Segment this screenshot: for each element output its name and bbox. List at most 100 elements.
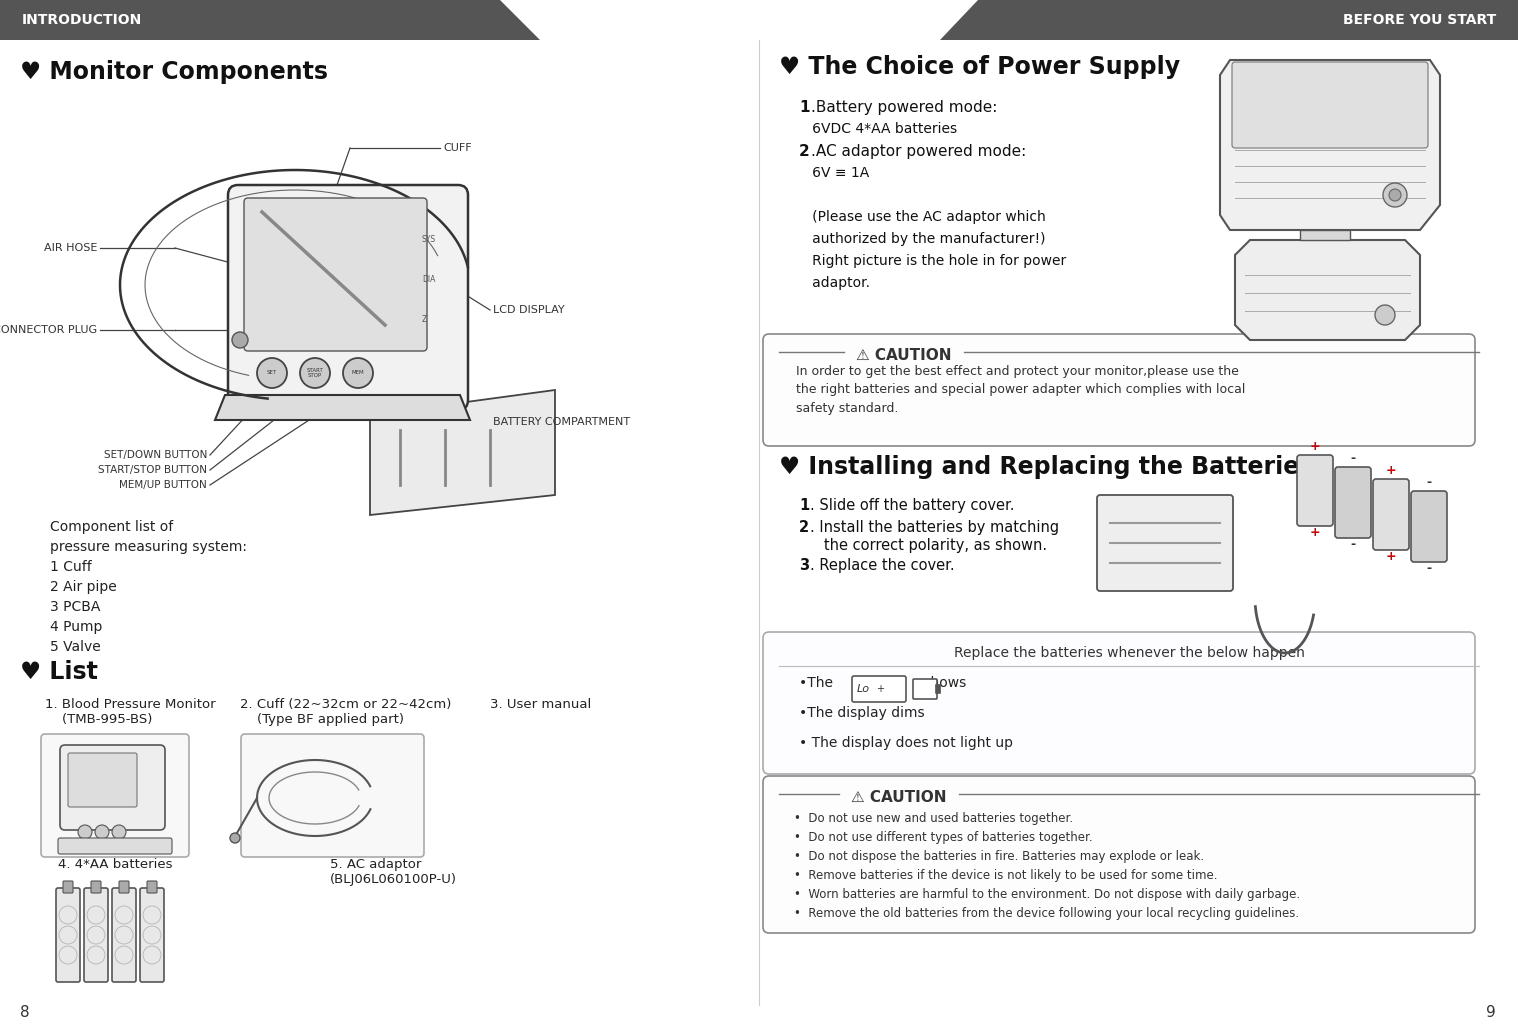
FancyBboxPatch shape [147,881,156,893]
Text: •The display dims: •The display dims [798,706,924,720]
Text: DIA: DIA [422,275,436,284]
Text: authorized by the manufacturer!): authorized by the manufacturer!) [798,232,1046,246]
Text: +: + [1386,464,1397,477]
Circle shape [1383,183,1407,207]
Text: MEM: MEM [352,371,364,376]
FancyBboxPatch shape [91,881,102,893]
Text: 2. Cuff (22~32cm or 22~42cm): 2. Cuff (22~32cm or 22~42cm) [240,698,451,711]
Text: ♥ The Choice of Power Supply: ♥ The Choice of Power Supply [779,55,1179,79]
FancyBboxPatch shape [1334,467,1371,538]
Text: CUFF: CUFF [443,143,472,153]
Text: Replace the batteries whenever the below happen: Replace the batteries whenever the below… [953,646,1304,660]
Text: -: - [1427,562,1431,575]
FancyBboxPatch shape [112,888,137,982]
Text: 1. Blood Pressure Monitor: 1. Blood Pressure Monitor [46,698,216,711]
Text: 2: 2 [798,144,809,159]
Text: 4 Pump: 4 Pump [50,620,102,634]
FancyBboxPatch shape [56,888,80,982]
Text: . Install the batteries by matching: . Install the batteries by matching [811,520,1060,535]
Polygon shape [1236,240,1419,340]
Text: INTRODUCTION: INTRODUCTION [21,13,143,27]
Text: . Replace the cover.: . Replace the cover. [811,558,955,573]
Text: ♥ Installing and Replacing the Batteries: ♥ Installing and Replacing the Batteries [779,455,1313,479]
Circle shape [96,825,109,839]
Polygon shape [216,395,471,420]
Text: (Type BF applied part): (Type BF applied part) [240,713,404,726]
Circle shape [77,825,93,839]
Text: .Battery powered mode:: .Battery powered mode: [811,100,997,115]
FancyBboxPatch shape [852,676,906,702]
Text: +: + [876,684,883,694]
Circle shape [343,358,373,388]
Text: Lo: Lo [858,684,870,694]
Text: ♥ List: ♥ List [20,660,97,684]
FancyBboxPatch shape [244,198,427,351]
Text: ⚠ CAUTION: ⚠ CAUTION [856,348,952,362]
Text: MEM/UP BUTTON: MEM/UP BUTTON [120,480,206,490]
FancyBboxPatch shape [1372,479,1409,550]
Circle shape [1389,189,1401,201]
FancyBboxPatch shape [41,734,190,857]
Polygon shape [940,0,1518,40]
Text: 6VDC 4*AA batteries: 6VDC 4*AA batteries [798,122,958,136]
FancyBboxPatch shape [140,888,164,982]
Text: SET/DOWN BUTTON: SET/DOWN BUTTON [103,450,206,460]
Text: Right picture is the hole in for power: Right picture is the hole in for power [798,254,1066,268]
Text: .AC adaptor powered mode:: .AC adaptor powered mode: [811,144,1026,159]
Circle shape [1375,305,1395,325]
Text: +: + [1310,440,1321,453]
FancyBboxPatch shape [241,734,424,857]
Text: 3. User manual: 3. User manual [490,698,591,711]
Text: 1: 1 [798,498,809,513]
Circle shape [301,358,329,388]
FancyBboxPatch shape [935,684,941,693]
Text: 9: 9 [1486,1005,1497,1020]
FancyBboxPatch shape [1296,455,1333,526]
Text: 3: 3 [798,558,809,573]
FancyBboxPatch shape [83,888,108,982]
Text: SYS: SYS [422,234,436,244]
Text: adaptor.: adaptor. [798,276,870,290]
Polygon shape [1299,230,1350,240]
FancyBboxPatch shape [1233,62,1428,148]
Text: •  Do not use different types of batteries together.: • Do not use different types of batterie… [794,831,1093,844]
Text: LCD DISPLAY: LCD DISPLAY [493,305,565,315]
Text: the correct polarity, as shown.: the correct polarity, as shown. [811,538,1047,553]
Text: • The display does not light up: • The display does not light up [798,736,1013,750]
Polygon shape [370,390,556,515]
Text: ⚠ CAUTION: ⚠ CAUTION [852,790,947,805]
Text: ♥ Monitor Components: ♥ Monitor Components [20,60,328,84]
FancyBboxPatch shape [228,185,468,410]
Text: 5 Valve: 5 Valve [50,640,100,654]
Polygon shape [1220,60,1441,230]
Text: +: + [1310,526,1321,539]
Text: •  Worn batteries are harmful to the environment. Do not dispose with daily garb: • Worn batteries are harmful to the envi… [794,888,1299,901]
Circle shape [231,833,240,843]
Text: START
STOP: START STOP [307,368,323,379]
FancyBboxPatch shape [764,776,1475,933]
Text: BEFORE YOU START: BEFORE YOU START [1343,13,1497,27]
FancyBboxPatch shape [764,334,1475,446]
Text: 2: 2 [798,520,809,535]
Text: Component list of: Component list of [50,520,173,534]
Text: 3 PCBA: 3 PCBA [50,600,100,614]
Text: •The          +        shows: •The + shows [798,676,967,690]
Text: START/STOP BUTTON: START/STOP BUTTON [99,465,206,475]
Text: 5. AC adaptor
(BLJ06L060100P-U): 5. AC adaptor (BLJ06L060100P-U) [329,858,457,886]
Text: -: - [1351,538,1356,551]
Text: •  Do not dispose the batteries in fire. Batteries may explode or leak.: • Do not dispose the batteries in fire. … [794,850,1204,863]
Text: 4. 4*AA batteries: 4. 4*AA batteries [58,858,172,871]
Text: 2 Air pipe: 2 Air pipe [50,580,117,594]
Text: •  Remove the old batteries from the device following your local recycling guide: • Remove the old batteries from the devi… [794,907,1299,920]
Text: 1 Cuff: 1 Cuff [50,560,91,574]
FancyBboxPatch shape [68,753,137,807]
FancyBboxPatch shape [1098,495,1233,591]
Text: •  Remove batteries if the device is not likely to be used for some time.: • Remove batteries if the device is not … [794,869,1217,882]
FancyBboxPatch shape [1412,490,1447,562]
Polygon shape [0,0,540,40]
Text: . Slide off the battery cover.: . Slide off the battery cover. [811,498,1014,513]
Text: Z: Z [422,315,427,324]
Text: •  Do not use new and used batteries together.: • Do not use new and used batteries toge… [794,812,1073,825]
Text: -: - [1351,452,1356,465]
Text: SET: SET [267,371,278,376]
